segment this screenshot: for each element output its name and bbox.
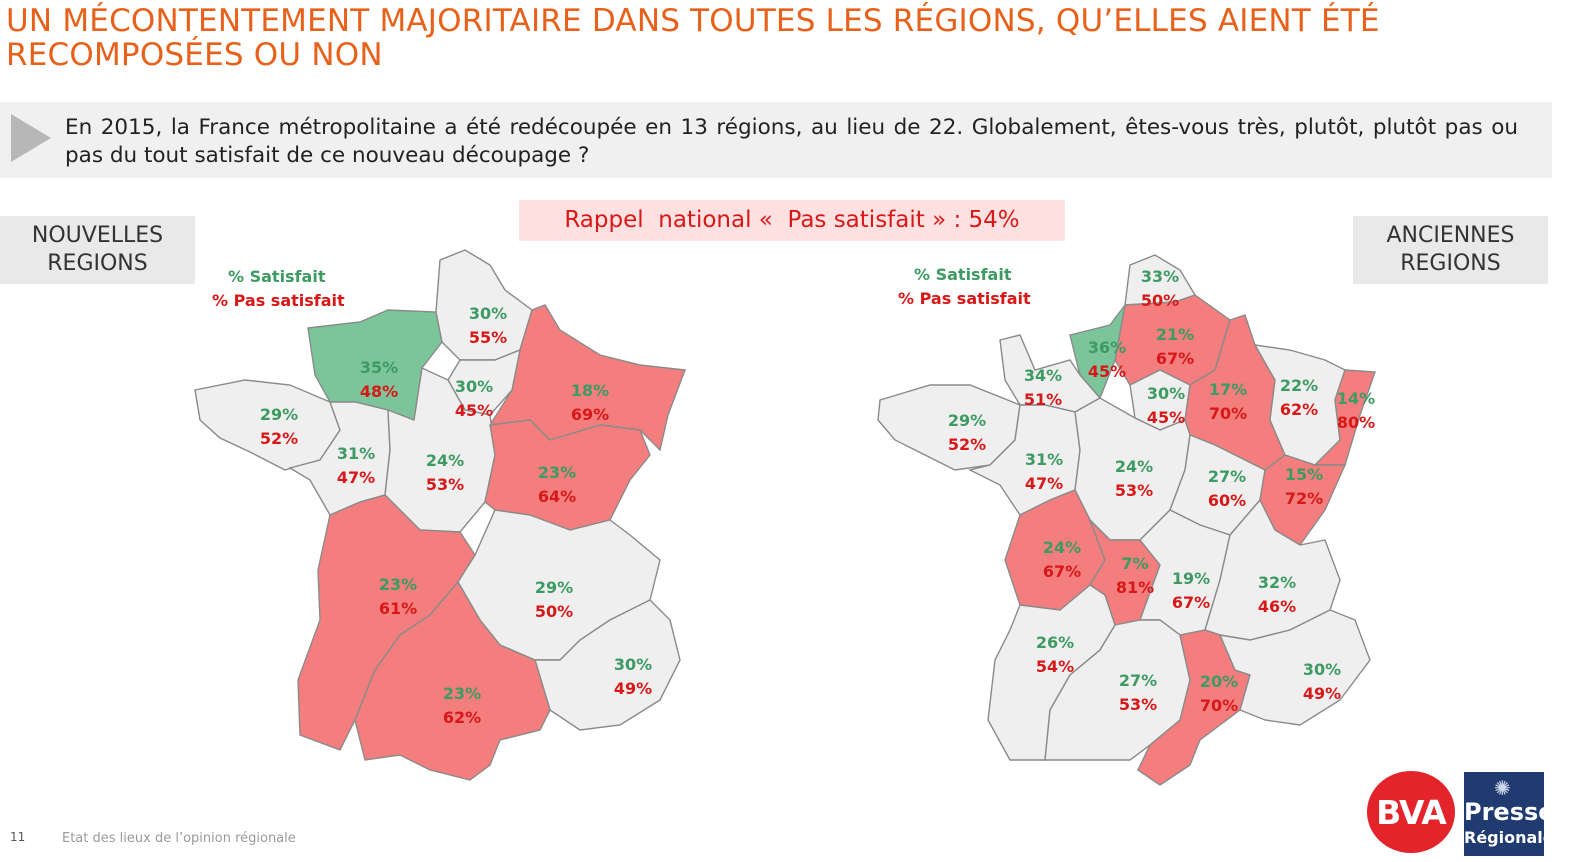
new-region-satisfait-label: 23% (538, 463, 576, 482)
new-region-pas-satisfait-label: 47% (337, 468, 375, 487)
old-region-satisfait-label: 20% (1200, 672, 1238, 691)
star-icon: ✺ (1494, 776, 1511, 800)
old-region-satisfait-label: 30% (1147, 384, 1185, 403)
old-region-pas-satisfait-label: 60% (1208, 491, 1246, 510)
legend-satisfait-left: % Satisfait (228, 267, 326, 286)
new-region-pas-satisfait-label: 45% (455, 401, 493, 420)
new-region-pas-satisfait-label: 61% (379, 599, 417, 618)
old-region-pas-satisfait-label: 53% (1119, 695, 1157, 714)
old-region-satisfait-label: 26% (1036, 633, 1074, 652)
old-region-pas-satisfait-label: 46% (1258, 597, 1296, 616)
old-region-pas-satisfait-label: 67% (1043, 562, 1081, 581)
old-region-satisfait-label: 24% (1115, 457, 1153, 476)
old-region-satisfait-label: 17% (1209, 380, 1247, 399)
new-region-satisfait-label: 23% (443, 684, 481, 703)
region-grand-est (488, 304, 686, 452)
map-new-regions: 35% 48% 30% 55% 18% 69% 30% 45% 29% 52% 31% 47… (194, 249, 686, 781)
bva-logo: BVA (1367, 771, 1455, 853)
presse-logo-line2: Régionale (1464, 828, 1544, 847)
old-region-satisfait-label: 21% (1156, 325, 1194, 344)
region-paca (1218, 609, 1371, 726)
old-region-pas-satisfait-label: 45% (1088, 362, 1126, 381)
old-region-satisfait-label: 33% (1141, 267, 1179, 286)
new-region-pas-satisfait-label: 64% (538, 487, 576, 506)
old-region-pas-satisfait-label: 45% (1147, 408, 1185, 427)
old-region-pas-satisfait-label: 53% (1115, 481, 1153, 500)
region-bretagne (194, 379, 341, 471)
old-region-satisfait-label: 19% (1172, 569, 1210, 588)
new-region-pas-satisfait-label: 49% (614, 679, 652, 698)
old-region-pas-satisfait-label: 47% (1025, 474, 1063, 493)
old-region-pas-satisfait-label: 72% (1285, 489, 1323, 508)
old-region-satisfait-label: 27% (1119, 671, 1157, 690)
new-region-pas-satisfait-label: 50% (535, 602, 573, 621)
new-region-pas-satisfait-label: 69% (571, 405, 609, 424)
old-region-satisfait-label: 14% (1337, 389, 1375, 408)
old-region-pas-satisfait-label: 67% (1172, 593, 1210, 612)
new-region-satisfait-label: 30% (455, 377, 493, 396)
question-text: En 2015, la France métropolitaine a été … (65, 115, 1518, 168)
legend-pas-satisfait-right: % Pas satisfait (898, 289, 1031, 308)
presse-regionale-logo: ✺ Presse Régionale (1464, 772, 1544, 856)
page-title: UN MÉCONTENTEMENT MAJORITAIRE DANS TOUTE… (6, 3, 1380, 73)
new-region-satisfait-label: 29% (260, 405, 298, 424)
page-number: 11 (10, 830, 26, 844)
new-region-satisfait-label: 24% (426, 451, 464, 470)
old-region-satisfait-label: 7% (1121, 554, 1148, 573)
new-region-satisfait-label: 30% (614, 655, 652, 674)
play-icon (11, 114, 51, 162)
new-region-pas-satisfait-label: 55% (469, 328, 507, 347)
old-region-pas-satisfait-label: 49% (1303, 684, 1341, 703)
region-bourgogne (484, 419, 651, 531)
legend-satisfait-right: % Satisfait (914, 265, 1012, 284)
old-region-pas-satisfait-label: 70% (1209, 404, 1247, 423)
old-region-pas-satisfait-label: 54% (1036, 657, 1074, 676)
old-region-satisfait-label: 31% (1025, 450, 1063, 469)
old-region-pas-satisfait-label: 80% (1337, 413, 1375, 432)
old-region-satisfait-label: 27% (1208, 467, 1246, 486)
old-region-satisfait-label: 34% (1024, 366, 1062, 385)
new-region-satisfait-label: 29% (535, 578, 573, 597)
old-region-satisfait-label: 36% (1088, 338, 1126, 357)
map-old-regions: 33% 50% 21% 67% 36% 45% 34% 51% 30% 45% 17% 70… (877, 254, 1376, 786)
footer-text: Etat des lieux de l’opinion régionale (62, 831, 296, 846)
question-box: En 2015, la France métropolitaine a été … (0, 102, 1552, 178)
old-region-pas-satisfait-label: 70% (1200, 696, 1238, 715)
old-region-pas-satisfait-label: 67% (1156, 349, 1194, 368)
legend-pas-satisfait-left: % Pas satisfait (212, 291, 345, 310)
old-region-pas-satisfait-label: 81% (1116, 578, 1154, 597)
old-region-satisfait-label: 24% (1043, 538, 1081, 557)
national-reminder: Rappel national « Pas satisfait » : 54% (519, 200, 1065, 241)
region-paca (534, 599, 681, 731)
old-region-pas-satisfait-label: 62% (1280, 400, 1318, 419)
presse-logo-line1: Presse (1464, 798, 1544, 826)
old-region-pas-satisfait-label: 50% (1141, 291, 1179, 310)
old-region-satisfait-label: 30% (1303, 660, 1341, 679)
old-region-satisfait-label: 22% (1280, 376, 1318, 395)
new-region-satisfait-label: 30% (469, 304, 507, 323)
new-regions-label: NOUVELLES REGIONS (0, 216, 195, 284)
new-region-pas-satisfait-label: 52% (260, 429, 298, 448)
new-region-satisfait-label: 23% (379, 575, 417, 594)
new-region-pas-satisfait-label: 62% (443, 708, 481, 727)
old-regions-label: ANCIENNES REGIONS (1353, 216, 1548, 284)
new-region-satisfait-label: 18% (571, 381, 609, 400)
new-region-satisfait-label: 31% (337, 444, 375, 463)
old-region-satisfait-label: 15% (1285, 465, 1323, 484)
old-region-satisfait-label: 32% (1258, 573, 1296, 592)
region-occitanie (354, 580, 551, 781)
old-region-pas-satisfait-label: 51% (1024, 390, 1062, 409)
new-region-pas-satisfait-label: 48% (360, 382, 398, 401)
old-region-pas-satisfait-label: 52% (948, 435, 986, 454)
old-region-satisfait-label: 29% (948, 411, 986, 430)
new-region-satisfait-label: 35% (360, 358, 398, 377)
new-region-pas-satisfait-label: 53% (426, 475, 464, 494)
